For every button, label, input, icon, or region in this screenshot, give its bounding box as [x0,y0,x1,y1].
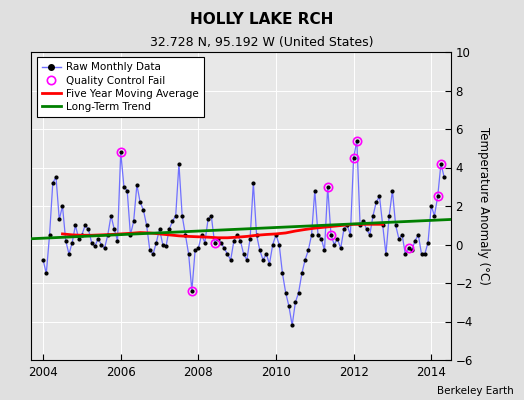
Text: HOLLY LAKE RCH: HOLLY LAKE RCH [190,12,334,27]
Text: Berkeley Earth: Berkeley Earth [437,386,514,396]
Text: 32.728 N, 95.192 W (United States): 32.728 N, 95.192 W (United States) [150,36,374,49]
Y-axis label: Temperature Anomaly (°C): Temperature Anomaly (°C) [476,127,489,285]
Legend: Raw Monthly Data, Quality Control Fail, Five Year Moving Average, Long-Term Tren: Raw Monthly Data, Quality Control Fail, … [37,57,204,117]
